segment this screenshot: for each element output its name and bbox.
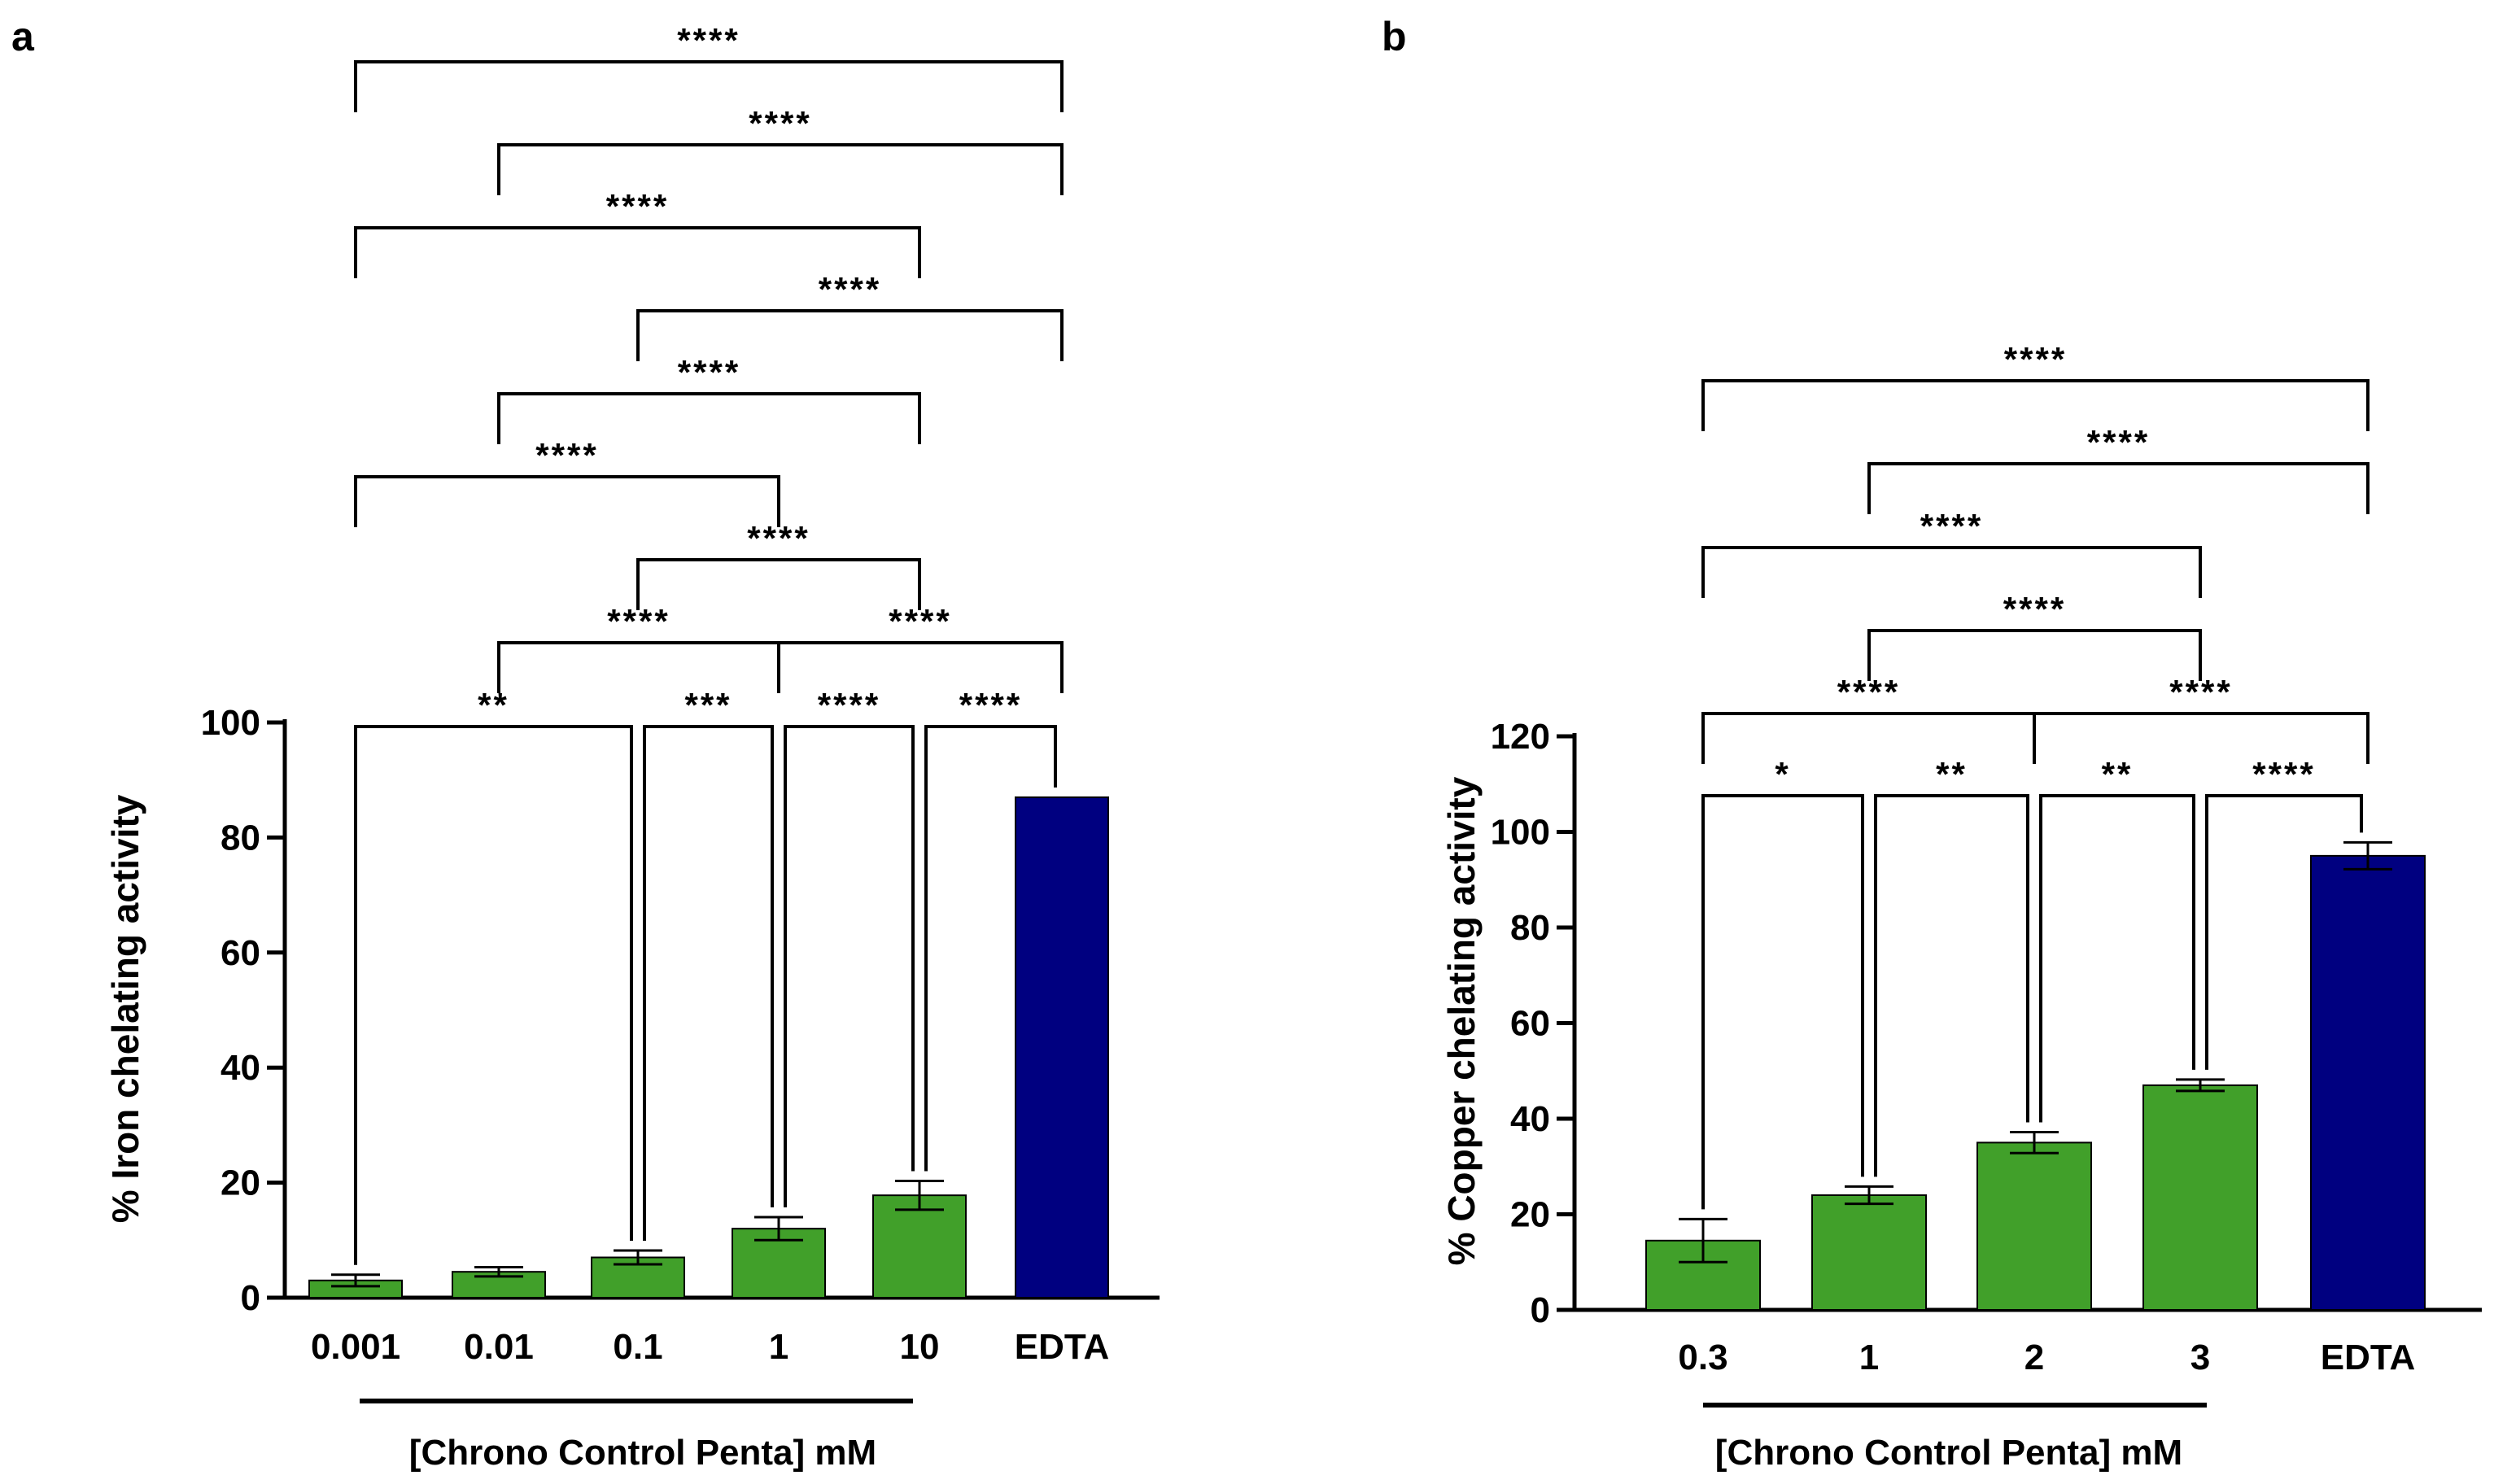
bar-0.01 <box>452 1271 546 1299</box>
significance-bracket <box>1867 629 2202 681</box>
y-tick-label: 40 <box>1510 1099 1550 1139</box>
y-tick-label: 80 <box>221 818 260 858</box>
significance-label: **** <box>2004 340 2067 378</box>
y-tick-label: 0 <box>1531 1290 1550 1330</box>
bar-EDTA <box>2310 854 2426 1311</box>
x-axis-title: [Chrono Control Penta] mM <box>1715 1433 2182 1473</box>
x-tick-label: EDTA <box>1015 1327 1110 1367</box>
significance-label: **** <box>749 104 811 142</box>
significance-label: ** <box>2102 755 2134 793</box>
y-tick-label: 60 <box>221 933 260 973</box>
y-tick-label: 20 <box>1510 1195 1550 1235</box>
x-tick-label: 3 <box>2190 1338 2210 1377</box>
significance-bracket <box>777 641 1064 693</box>
significance-label: **** <box>819 270 881 308</box>
bar-1 <box>1811 1194 1927 1311</box>
significance-label: ** <box>478 686 509 724</box>
significance-label: **** <box>2087 423 2150 461</box>
bar-EDTA <box>1015 796 1109 1298</box>
significance-bracket <box>1867 462 2370 514</box>
significance-label: **** <box>747 519 810 557</box>
y-axis-title: % Iron chelating activity <box>104 794 146 1223</box>
significance-bracket <box>643 725 774 1242</box>
significance-label: **** <box>818 686 880 724</box>
significance-label: **** <box>959 686 1022 724</box>
significance-label: ** <box>1936 755 1968 793</box>
significance-bracket <box>636 558 921 610</box>
significance-label: **** <box>607 602 670 640</box>
y-axis-title: % Copper chelating activity <box>1440 776 1483 1265</box>
x-tick-label: 1 <box>1859 1338 1879 1377</box>
significance-label: **** <box>677 21 740 59</box>
significance-label: **** <box>2169 673 2232 711</box>
y-tick-label: 0 <box>241 1278 260 1318</box>
significance-bracket <box>497 143 1064 195</box>
significance-bracket <box>497 641 780 693</box>
significance-bracket <box>2033 712 2370 764</box>
bar-10 <box>872 1194 967 1299</box>
x-tick-label: 0.01 <box>464 1327 534 1367</box>
x-tick-label: 0.1 <box>613 1327 662 1367</box>
significance-label: * <box>1775 755 1790 793</box>
significance-bracket <box>1874 794 2029 1177</box>
panel-label-b: b <box>1382 14 1407 59</box>
significance-bracket <box>1701 794 1864 1210</box>
bar-0.1 <box>591 1256 685 1299</box>
x-axis-title: [Chrono Control Penta] mM <box>409 1433 876 1473</box>
significance-label: **** <box>2252 755 2315 793</box>
significance-label: **** <box>606 187 669 225</box>
significance-label: **** <box>2003 590 2066 628</box>
copper-chelating-chart: 0 20 40 60 80 100 120 0.3 1 2 3 EDTA [Chrono Control… <box>1440 340 2482 1473</box>
significance-label: *** <box>684 686 732 724</box>
y-tick-label: 40 <box>221 1048 260 1088</box>
significance-bracket <box>354 475 780 527</box>
significance-label: **** <box>535 436 598 474</box>
x-tick-label: 0.001 <box>311 1327 400 1367</box>
panel-label-a: a <box>11 14 35 59</box>
significance-bracket <box>1701 546 2202 598</box>
significance-bracket <box>354 725 633 1265</box>
bar-2 <box>1976 1141 2092 1311</box>
x-tick-label: 2 <box>2024 1338 2044 1377</box>
y-tick-label: 100 <box>1491 813 1550 853</box>
x-tick-label: 10 <box>900 1327 940 1367</box>
significance-bracket <box>636 309 1064 361</box>
y-tick-label: 100 <box>201 703 260 743</box>
significance-bracket <box>1701 379 2370 431</box>
significance-bracket <box>1701 712 2036 764</box>
x-tick-label: 1 <box>769 1327 788 1367</box>
significance-label: **** <box>1837 673 1900 711</box>
significance-bracket <box>497 392 921 444</box>
x-tick-label: 0.3 <box>1678 1338 1727 1377</box>
significance-bracket <box>2039 794 2195 1123</box>
y-tick-label: 120 <box>1491 717 1550 757</box>
significance-label: **** <box>678 353 740 391</box>
y-tick-label: 20 <box>221 1163 260 1203</box>
bar-3 <box>2142 1084 2258 1311</box>
x-tick-label: EDTA <box>2321 1338 2416 1377</box>
significance-bracket <box>784 725 915 1208</box>
significance-label: **** <box>889 602 951 640</box>
significance-label: **** <box>1920 507 1983 545</box>
iron-chelating-chart: 0 20 40 60 80 100 0.001 0.01 0.1 1 10 EDTA [Chrono C… <box>104 21 1160 1473</box>
y-tick-label: 80 <box>1510 908 1550 948</box>
significance-bracket <box>924 725 1057 1172</box>
significance-bracket <box>354 60 1064 112</box>
significance-bracket <box>354 226 921 278</box>
significance-bracket <box>2205 794 2363 1070</box>
y-tick-label: 60 <box>1510 1004 1550 1044</box>
